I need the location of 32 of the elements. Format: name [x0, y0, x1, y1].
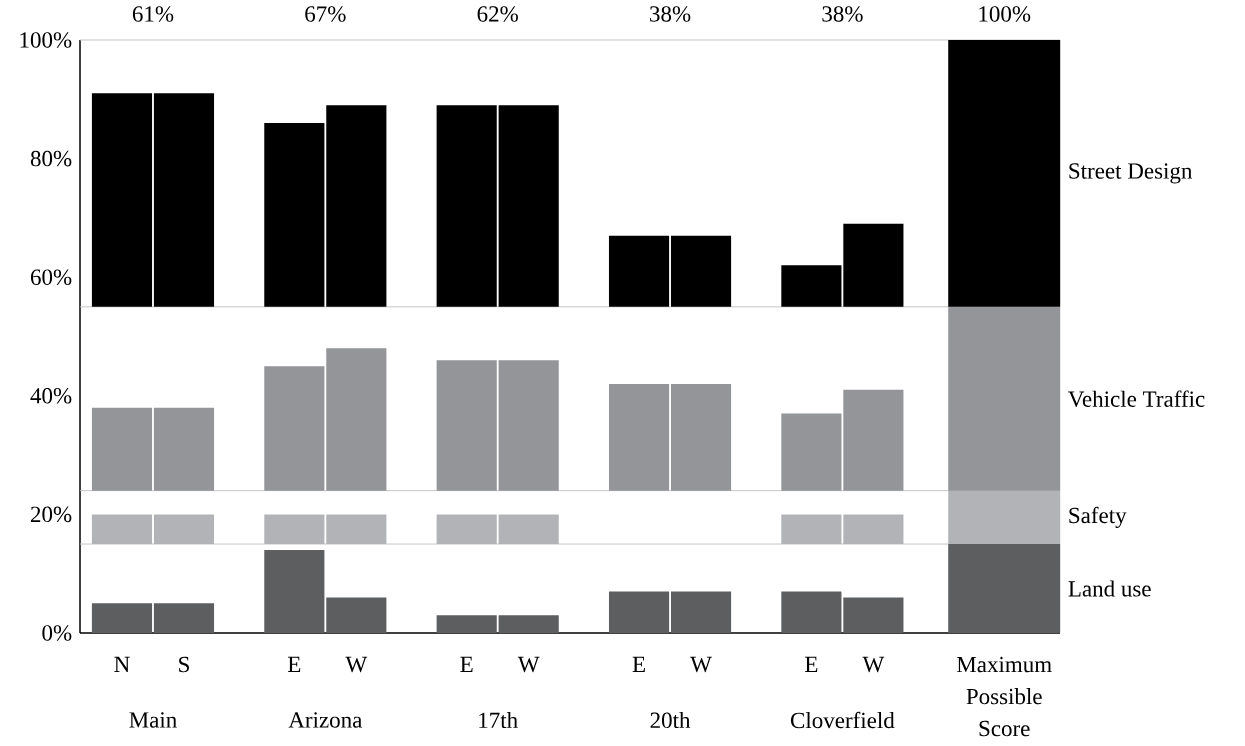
text: 17th: [479, 711, 518, 729]
text: Main: [129, 712, 177, 728]
y-tick-label: 60%: [30, 269, 72, 285]
y-tick-label: 40%: [30, 387, 72, 404]
text: 20th: [650, 711, 691, 729]
text: 100%: [979, 6, 1031, 22]
x-tick-label: E: [805, 656, 818, 672]
x-tick-label: W: [690, 656, 712, 673]
text: Cloverfield: [790, 711, 895, 729]
text: 38%: [650, 6, 691, 22]
x-tick-label: W: [862, 656, 885, 673]
series-label: Safety: [1069, 506, 1127, 528]
text: Arizona: [288, 712, 363, 728]
x-tick-label: E: [287, 656, 301, 672]
x-tick-label: E: [460, 656, 473, 672]
text: 62%: [477, 6, 518, 22]
x-tick-label: E: [632, 656, 645, 672]
y-tick-label: 20%: [30, 506, 72, 523]
y-tick-label: 80%: [30, 150, 72, 167]
x-tick-label: W: [517, 656, 540, 673]
y-tick-label: 0%: [42, 625, 72, 641]
series-label: Street Design: [1069, 163, 1193, 184]
text: 67%: [305, 6, 346, 22]
text: 38%: [822, 6, 863, 22]
x-tick-label: S: [179, 656, 189, 673]
text: 61%: [132, 6, 174, 22]
series-label: Land use: [1068, 580, 1151, 597]
x-tick-label: W: [345, 656, 368, 673]
x-tick-label: Maximum Possible Score: [956, 656, 1052, 737]
series-label: Vehicle Traffic: [1068, 390, 1205, 408]
x-tick-label: N: [114, 656, 130, 672]
y-tick-label: 100%: [20, 32, 72, 48]
